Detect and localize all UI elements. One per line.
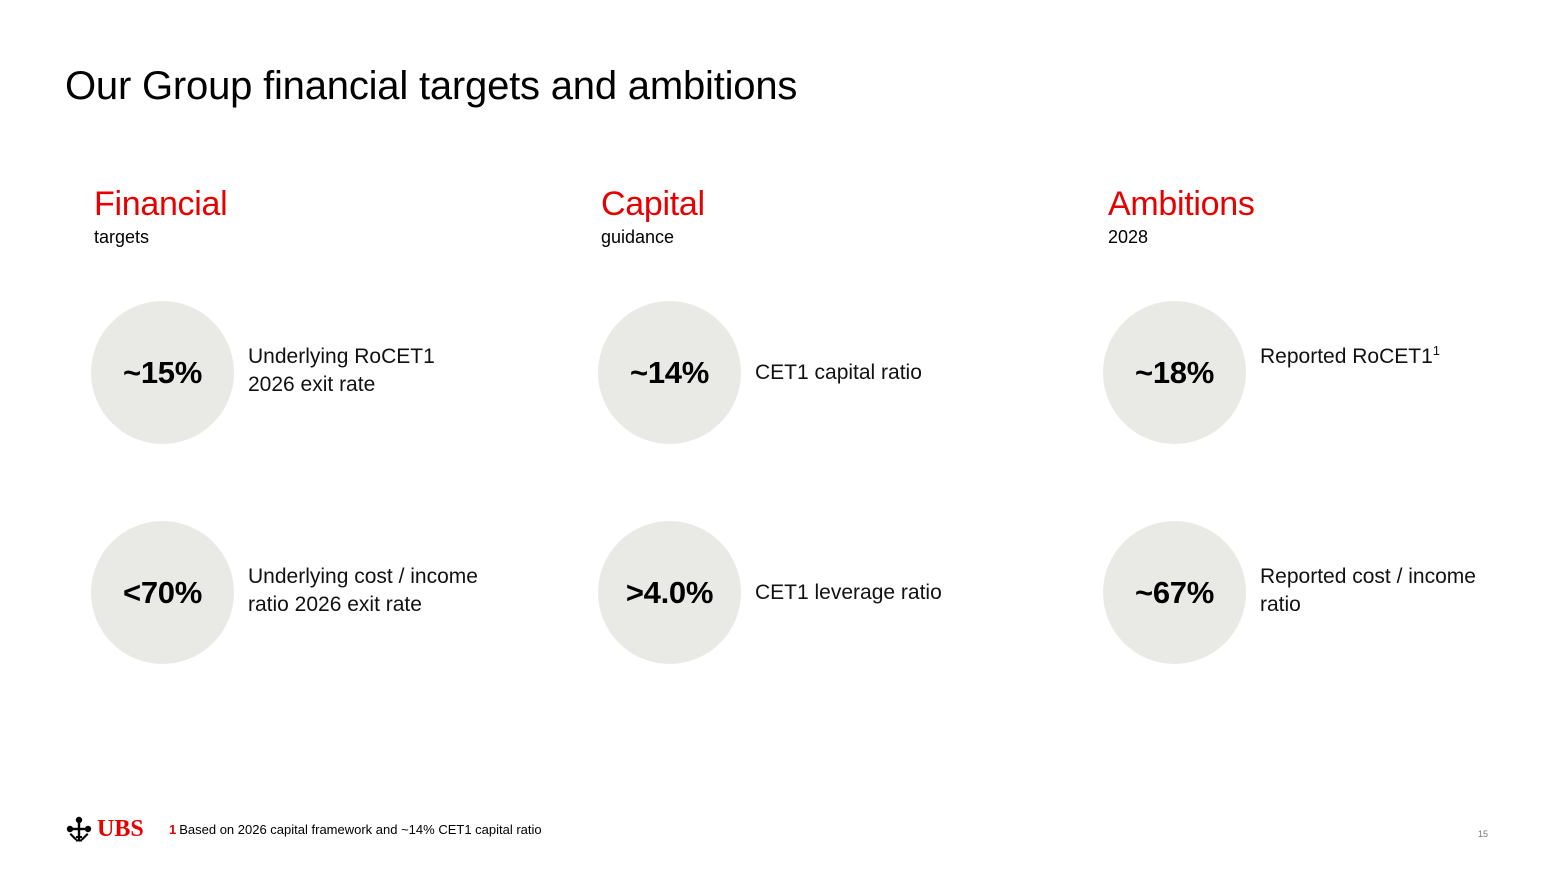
- column-heading: Capital: [601, 185, 705, 223]
- metric-reported-rocet1: ~18% Reported RoCET11: [1103, 301, 1558, 445]
- column-financial-targets: Financial targets ~15% Underlying RoCET1…: [91, 184, 554, 664]
- metric-label-text: Reported RoCET1: [1260, 345, 1433, 368]
- metric-label: CET1 leverage ratio: [755, 581, 942, 604]
- metric-underlying-cost-income: <70% Underlying cost / income ratio 2026…: [91, 521, 571, 665]
- metric-label-line: 2026 exit rate: [248, 373, 376, 396]
- metric-value-circle: <70%: [91, 521, 234, 664]
- metric-label-line: ratio: [1260, 593, 1301, 616]
- ubs-logo: UBS: [64, 814, 144, 844]
- footnote-text: Based on 2026 capital framework and ~14%…: [179, 822, 542, 837]
- metric-cet1-capital-ratio: ~14% CET1 capital ratio: [598, 301, 1078, 445]
- metric-value-circle: ~14%: [598, 301, 741, 444]
- metric-value-circle: ~67%: [1103, 521, 1246, 664]
- metric-label-line: Underlying cost / income: [248, 565, 478, 588]
- metric-label-line: Underlying RoCET1: [248, 345, 435, 368]
- column-ambitions: Ambitions 2028 ~18% Reported RoCET11 ~67…: [1103, 184, 1558, 664]
- column-subheading: guidance: [601, 227, 675, 247]
- metric-value-circle: ~18%: [1103, 301, 1246, 444]
- three-keys-icon: [66, 816, 92, 842]
- metric-label: Reported cost / income ratio: [1260, 563, 1558, 619]
- column-subheading: targets: [94, 227, 150, 247]
- footnote: 1 Based on 2026 capital framework and ~14…: [169, 821, 542, 839]
- logo-text: UBS: [97, 816, 144, 842]
- metric-label: Reported RoCET11: [1260, 343, 1558, 371]
- page-number: 15: [1478, 829, 1489, 839]
- column-subheading: 2028: [1108, 227, 1149, 247]
- metric-label: CET1 capital ratio: [755, 361, 922, 384]
- footnote-reference: 1: [1432, 343, 1440, 358]
- metric-value-circle: ~15%: [91, 301, 234, 444]
- column-capital-guidance: Capital guidance ~14% CET1 capital ratio…: [598, 184, 1061, 664]
- metric-value-circle: >4.0%: [598, 521, 741, 664]
- column-heading: Financial: [94, 185, 228, 223]
- metric-reported-cost-income: ~67% Reported cost / income ratio: [1103, 521, 1558, 665]
- page-title: Our Group financial targets and ambition…: [65, 64, 798, 108]
- metric-cet1-leverage-ratio: >4.0% CET1 leverage ratio: [598, 521, 1078, 665]
- metric-label-line: Reported cost / income: [1260, 565, 1476, 588]
- metric-underlying-rocet1: ~15% Underlying RoCET1 2026 exit rate: [91, 301, 571, 445]
- metric-label-line: ratio 2026 exit rate: [248, 593, 422, 616]
- footnote-number: 1: [169, 822, 177, 837]
- metric-label: Underlying cost / income ratio 2026 exit…: [248, 563, 548, 619]
- column-heading: Ambitions: [1108, 185, 1255, 223]
- metric-label: Underlying RoCET1 2026 exit rate: [248, 343, 548, 399]
